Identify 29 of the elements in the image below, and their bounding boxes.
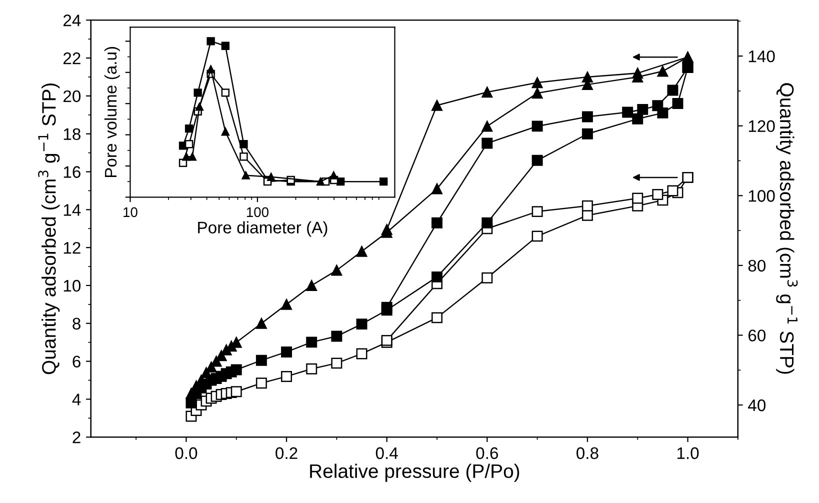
- y2-tick-label: 140: [748, 50, 775, 62]
- y-axis-title: Quantity adsorbed (cm$^{3}$ g$^{−1}$ STP): [38, 83, 60, 374]
- y-tick-label: 24: [63, 14, 81, 26]
- x-tick-label: 0.0: [175, 447, 198, 460]
- y2-tick-label: 60: [748, 330, 766, 342]
- y-axis-title: Pore volume (a.u): [104, 46, 120, 178]
- y-tick-label: 4: [72, 394, 81, 406]
- y-tick-label: 20: [63, 90, 81, 102]
- x-tick-label: 0.2: [276, 447, 298, 460]
- x-axis-title: Relative pressure (P/Po): [310, 464, 520, 482]
- x-tick-label: 1.0: [677, 447, 699, 460]
- y-tick-label: 18: [64, 128, 80, 140]
- y-tick-label: 10: [64, 280, 81, 292]
- x-tick-label: 0.4: [376, 447, 398, 460]
- y-tick-label: 8: [72, 318, 80, 330]
- y2-tick-label: 100: [748, 190, 775, 202]
- x-axis-title: Pore diameter (A): [198, 221, 328, 237]
- y-tick-label: 2: [72, 432, 80, 444]
- y2-tick-label: 120: [748, 120, 775, 132]
- y2-tick-label: 80: [748, 260, 766, 272]
- y-tick-label: 16: [64, 166, 80, 178]
- y-tick-label: 22: [63, 52, 80, 64]
- y2-tick-label: 40: [748, 399, 766, 412]
- y-tick-label: 14: [64, 204, 81, 216]
- x-tick-label: 0.6: [476, 447, 498, 460]
- y-tick-label: 6: [72, 356, 80, 368]
- y2-axis-title: Quantity adsorbed (cm$^{3}$ g$^{−1}$ STP): [776, 83, 798, 374]
- x-tick-label: 0.8: [576, 447, 598, 460]
- y-tick-label: 12: [64, 242, 80, 254]
